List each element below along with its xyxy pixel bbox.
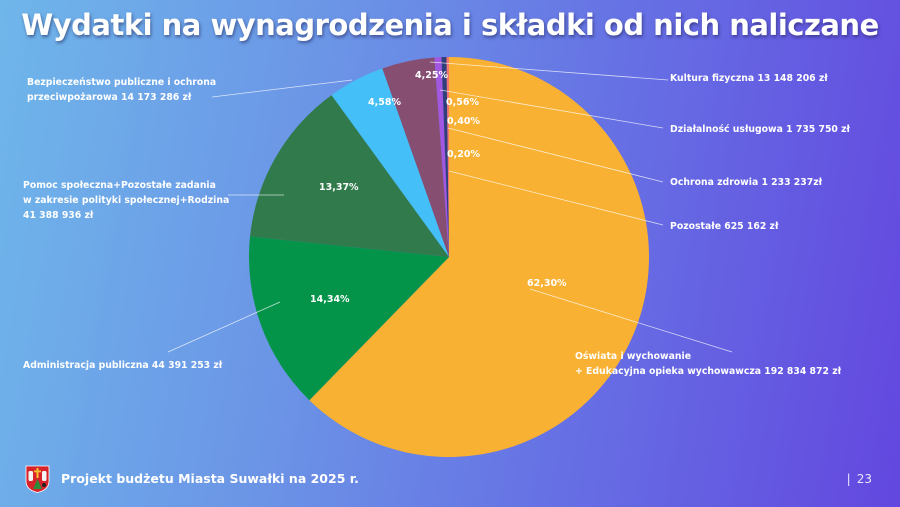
page-separator: | [846, 472, 851, 486]
pie-slice [434, 57, 449, 257]
label-line: Bezpieczeństwo publiczne i ochrona [27, 77, 217, 88]
percent-label: 4,58% [368, 97, 401, 108]
percent-label: 0,40% [447, 116, 480, 127]
percent-label: 62,30% [527, 278, 567, 289]
percent-label: 13,37% [319, 182, 359, 193]
percent-labels: 62,30% 14,34% 13,37% 4,58% 4,25% 0,56% 0,40% 0,… [310, 70, 567, 305]
pie-slice [446, 57, 449, 257]
percent-label: 14,34% [310, 294, 350, 305]
label-oswiata: Oświata i wychowanie + Edukacyjna opieka… [575, 349, 841, 379]
leader-line [211, 79, 353, 98]
label-bezpieczenstwo: Bezpieczeństwo publiczne i ochrona przec… [27, 75, 216, 105]
label-line: + Edukacyjna opieka wychowawcza 192 834 … [575, 366, 842, 377]
label-line: 41 388 936 zł [23, 210, 94, 221]
label-pomoc-spoleczna: Pomoc społeczna+Pozostałe zadania w zakr… [23, 178, 229, 223]
percent-label: 0,56% [446, 97, 479, 108]
label-ochrona-zdrowia: Ochrona zdrowia 1 233 237zł [670, 177, 823, 188]
leader-line [167, 301, 281, 353]
label-line: Pomoc społeczna+Pozostałe zadania [23, 180, 216, 191]
label-kultura-fizyczna: Kultura fizyczna 13 148 206 zł [670, 73, 828, 84]
percent-label: 0,20% [447, 149, 480, 160]
pie-slice [331, 68, 449, 257]
leader-lines [167, 61, 733, 353]
pie-slice [441, 57, 449, 257]
percent-label: 4,25% [415, 70, 448, 81]
label-dzialalnosc-uslugowa: Działalność usługowa 1 735 750 zł [670, 124, 850, 135]
leader-line [448, 170, 664, 226]
suwalki-coat-of-arms-icon [25, 465, 50, 493]
footer-title: Projekt budżetu Miasta Suwałki na 2025 r… [61, 471, 359, 486]
label-line: Oświata i wychowanie [575, 351, 692, 362]
leader-line [529, 288, 733, 353]
page-number: | 23 [847, 472, 872, 486]
page-title: Wydatki na wynagrodzenia i składki od ni… [21, 8, 879, 42]
label-administracja: Administracja publiczna 44 391 253 zł [23, 360, 223, 371]
label-line: w zakresie polityki społecznej+Rodzina [23, 195, 230, 206]
label-pozostale: Pozostałe 625 162 zł [670, 221, 779, 232]
pie-slice [382, 57, 449, 257]
leader-line [429, 61, 669, 81]
leader-line [447, 127, 664, 183]
pie-slice [248, 236, 449, 401]
label-line: przeciwpożarowa 14 173 286 zł [27, 92, 192, 103]
leader-line [439, 89, 664, 129]
page-number-value: 23 [856, 472, 872, 486]
pie-slice [250, 95, 449, 258]
